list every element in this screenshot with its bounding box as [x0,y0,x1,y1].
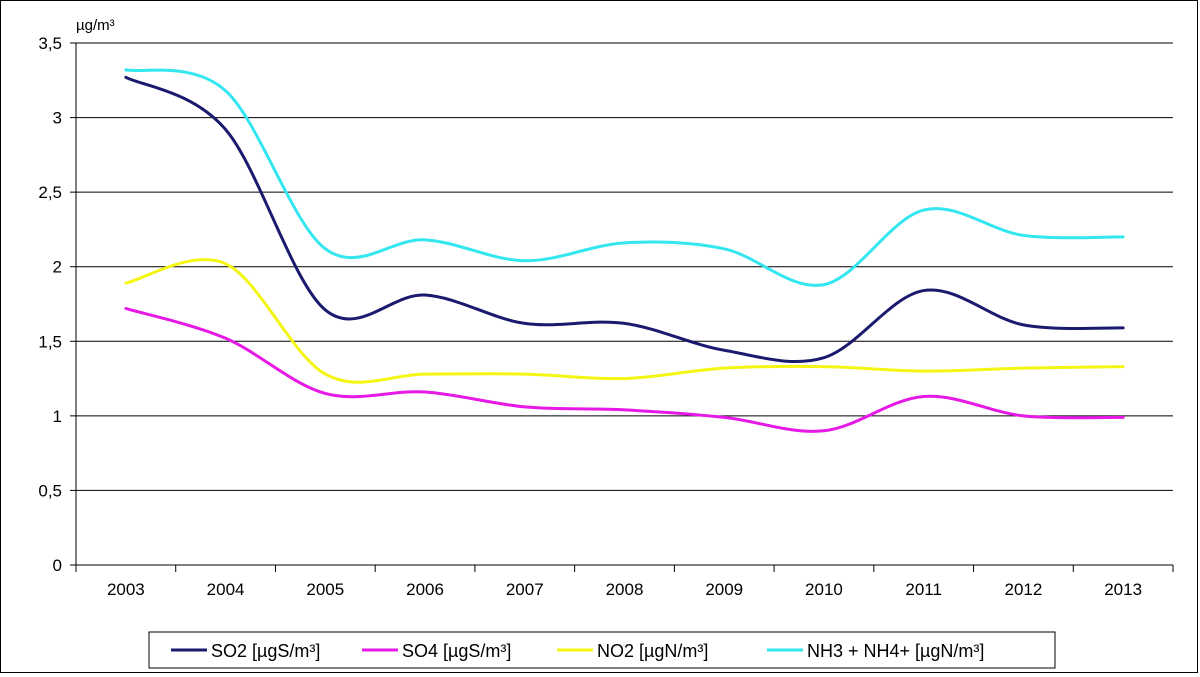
x-tick-label: 2008 [606,580,644,599]
series-line [124,68,1125,287]
series-line [124,258,1125,384]
y-tick-label: 0 [53,556,62,575]
y-axis-ticks: 0 0,5 1 1,5 2 2,5 3 3,5 [38,34,76,575]
x-tick-label: 2003 [107,580,145,599]
y-tick-label: 3 [53,109,62,128]
y-tick-label: 2 [53,258,62,277]
y-unit-label: µg/m³ [76,17,115,34]
legend-box [148,631,1056,669]
x-tick-label: 2010 [805,580,843,599]
axes [75,43,1173,566]
legend-label: NH3 + NH4+ [µgN/m³] [807,641,984,661]
gridlines [76,42,1173,491]
legend-label: SO2 [µgS/m³] [211,641,320,661]
series-line [124,75,1125,364]
y-tick-label: 2,5 [38,183,62,202]
series-lines [124,68,1125,433]
legend-label: NO2 [µgN/m³] [597,641,708,661]
y-tick-label: 0,5 [38,481,62,500]
y-tick-label: 1,5 [38,332,62,351]
x-tick-label: 2006 [406,580,444,599]
legend: SO2 [µgS/m³] SO4 [µgS/m³] NO2 [µgN/m³] NH3 … [148,631,1056,669]
x-tick-label: 2011 [905,580,942,599]
y-tick-label: 1 [53,407,62,426]
x-tick-label: 2009 [705,580,743,599]
y-tick-label: 3,5 [38,34,62,53]
x-tick-label: 2004 [207,580,245,599]
x-tick-label: 2005 [306,580,344,599]
x-axis-ticks: 2003 2004 2005 2006 2007 2008 2009 2010 2011 2012… [75,565,1174,599]
legend-label: SO4 [µgS/m³] [402,641,511,661]
x-tick-label: 2012 [1004,580,1042,599]
x-tick-label: 2007 [506,580,544,599]
series-line [124,306,1125,433]
x-tick-label: 2013 [1104,580,1142,599]
